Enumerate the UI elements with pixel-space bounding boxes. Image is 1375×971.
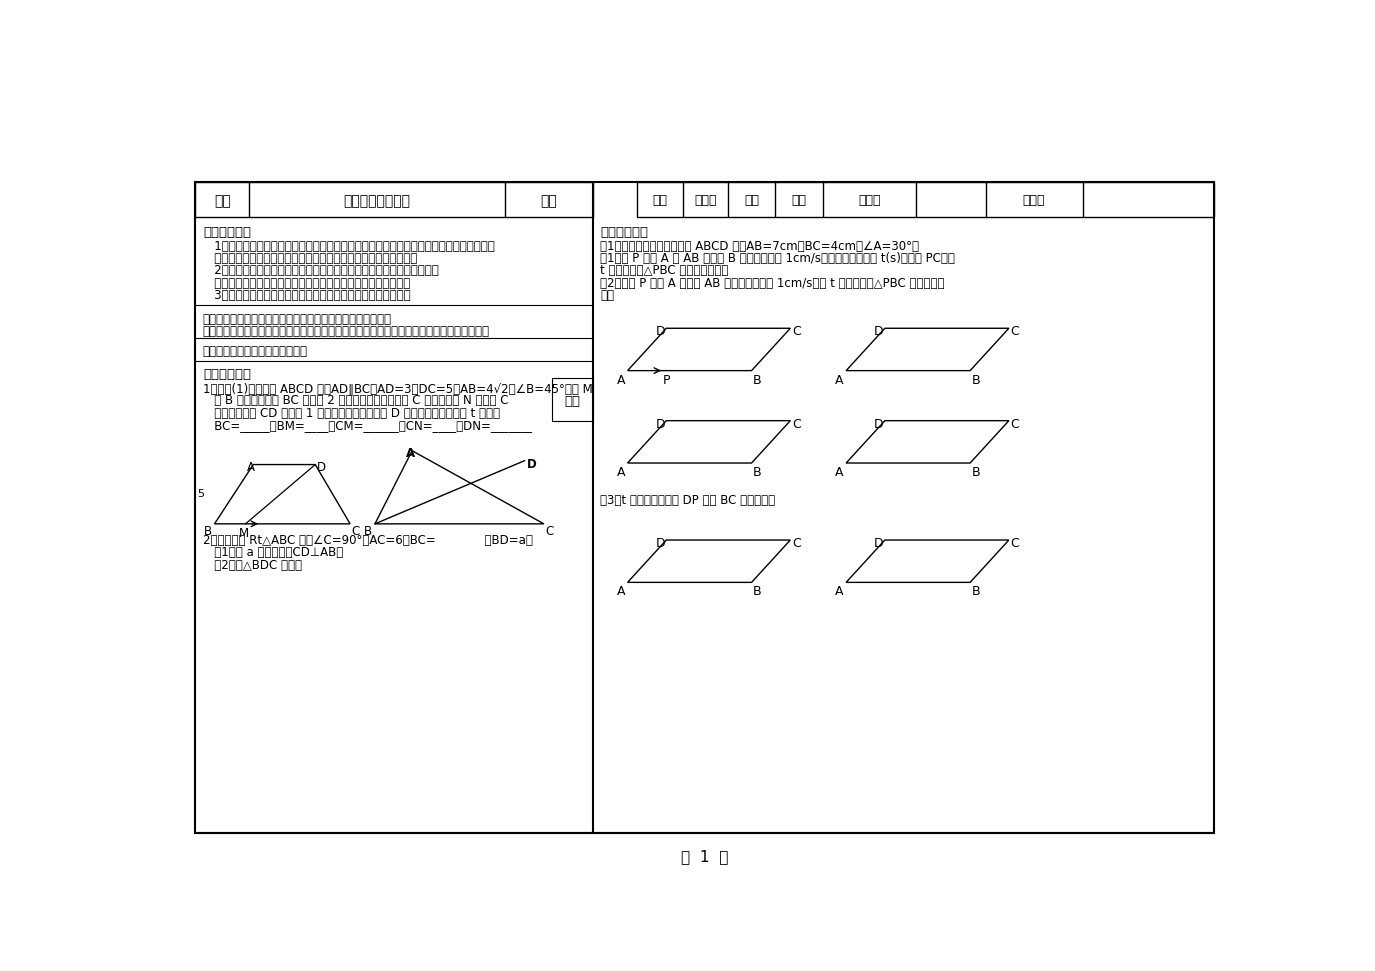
Text: B: B [754, 466, 762, 479]
Text: B: B [972, 586, 980, 598]
Text: P: P [663, 375, 670, 387]
Text: 时间: 时间 [540, 194, 557, 208]
Text: 【教学方法】自主剖析、合作交流: 【教学方法】自主剖析、合作交流 [204, 346, 308, 358]
Text: 课题: 课题 [214, 194, 231, 208]
Text: D: D [874, 325, 884, 338]
Text: 【典型例题】: 【典型例题】 [601, 226, 649, 239]
Text: D: D [656, 418, 666, 430]
Text: C: C [546, 525, 554, 538]
Text: B: B [754, 374, 762, 386]
Text: 涉及到平行线、相似三角形性质、三角函数，方程及函数知识等。: 涉及到平行线、相似三角形性质、三角函数，方程及函数知识等。 [204, 252, 417, 265]
Text: 从 B 点出发沿线段 BC 以每秒 2 个单位长度速度向终点 C 运动；动点 N 同时从 C: 从 B 点出发沿线段 BC 以每秒 2 个单位长度速度向终点 C 运动；动点 N… [204, 394, 509, 408]
Text: B: B [972, 466, 980, 479]
Text: D: D [656, 325, 666, 338]
Text: （2）若点 P 从点 A 沿射线 AB 运动，速度仍是 1cm/s。当 t 为何值时，△PBC 为等腰三角: （2）若点 P 从点 A 沿射线 AB 运动，速度仍是 1cm/s。当 t 为何… [601, 277, 945, 289]
Text: 例1：如图：已知平行四边形 ABCD 中，AB=7cm，BC=4cm，∠A=30°。: 例1：如图：已知平行四边形 ABCD 中，AB=7cm，BC=4cm，∠A=30… [601, 240, 920, 252]
Text: A: A [248, 460, 254, 474]
Text: 随笔: 随笔 [565, 394, 580, 408]
Text: C: C [1011, 418, 1019, 430]
Text: D: D [656, 537, 666, 550]
Text: A: A [617, 466, 626, 479]
Text: （1）点 P 从点 A 沿 AB 边向点 B 运动，速度为 1cm/s。若设运动时间为 t(s)，连接 PC，当: （1）点 P 从点 A 沿 AB 边向点 B 运动，速度为 1cm/s。若设运动… [601, 252, 956, 265]
Text: C: C [1011, 325, 1019, 338]
Text: B: B [754, 586, 762, 598]
Text: M: M [239, 527, 249, 540]
Text: 【教学重点】确定运动变化过程中数量关系、图形位置关系。: 【教学重点】确定运动变化过程中数量关系、图形位置关系。 [204, 313, 392, 326]
Text: C: C [792, 418, 800, 430]
Text: 年级: 年级 [653, 194, 668, 208]
Text: C: C [792, 325, 800, 338]
Text: D: D [874, 418, 884, 430]
Text: 点出发沿线段 CD 以每秒 1 个单位长度速度向终点 D 运动，设运动时间为 t 秒，则: 点出发沿线段 CD 以每秒 1 个单位长度速度向终点 D 运动，设运动时间为 t… [204, 407, 500, 419]
Text: D: D [527, 458, 536, 471]
Text: C: C [352, 525, 360, 538]
Text: 5: 5 [197, 489, 203, 499]
Text: 编写人: 编写人 [858, 194, 880, 208]
Text: （3）t 为何值时，线段 DP 经过 BC 三等分点？: （3）t 为何值时，线段 DP 经过 BC 三等分点？ [601, 494, 775, 507]
Text: BC=_____，BM=____，CM=______，CN=____，DN=_______: BC=_____，BM=____，CM=______，CN=____，DN=__… [204, 419, 532, 432]
Text: A: A [406, 447, 415, 460]
Text: C: C [1011, 537, 1019, 550]
Text: A: A [617, 586, 626, 598]
Text: 动点问题复习专题: 动点问题复习专题 [344, 194, 411, 208]
Text: 数学: 数学 [792, 194, 806, 208]
Text: 2、如图，在 Rt△ABC 中，∠C=90°，AC=6，BC=             ，BD=a，: 2、如图，在 Rt△ABC 中，∠C=90°，AC=6，BC= ，BD=a， [204, 534, 532, 547]
Text: 九年级: 九年级 [694, 194, 718, 208]
Text: A: A [835, 466, 844, 479]
Text: （2）求△BDC 面积。: （2）求△BDC 面积。 [204, 558, 302, 572]
Text: B: B [204, 525, 212, 538]
Text: A: A [617, 374, 626, 386]
Text: A: A [835, 586, 844, 598]
Text: B: B [972, 374, 980, 386]
Text: （1）当 a 为何值时，CD⊥AB？: （1）当 a 为何值时，CD⊥AB？ [204, 546, 344, 559]
Text: B: B [364, 525, 373, 538]
Text: 【教学难点】运用化动为静、分类讨论、数形结合、方程与函数建模数学思想解决动点问题。: 【教学难点】运用化动为静、分类讨论、数形结合、方程与函数建模数学思想解决动点问题… [204, 325, 490, 338]
Text: 1、知识目标：能够对点在运动变化过程中伴随数量关系、图形位置关系等进行观察研究。: 1、知识目标：能够对点在运动变化过程中伴随数量关系、图形位置关系等进行观察研究。 [204, 240, 495, 252]
Text: D: D [316, 460, 326, 474]
Text: 【教学目标】: 【教学目标】 [204, 226, 250, 239]
Text: 学科: 学科 [744, 194, 759, 208]
Text: 形？: 形？ [601, 289, 615, 302]
Text: t 为何值时，△PBC 为等腰三角形？: t 为何值时，△PBC 为等腰三角形？ [601, 264, 729, 278]
Text: 3、情感目标：培养浓厚学习兴趣，养成与他人合作交流习惯。: 3、情感目标：培养浓厚学习兴趣，养成与他人合作交流习惯。 [204, 289, 411, 302]
Text: C: C [792, 537, 800, 550]
Text: 第  1  页: 第 1 页 [681, 850, 727, 864]
Text: 1、如图(1)，在梯形 ABCD 中，AD∥BC，AD=3，DC=5，AB=4√2，∠B=45°动点 M: 1、如图(1)，在梯形 ABCD 中，AD∥BC，AD=3，DC=5，AB=4√… [204, 383, 593, 395]
Text: 【自主复习】: 【自主复习】 [204, 368, 250, 382]
Text: 2、能力目标：进一步发展学生剖析性学习、数形结合能力，培养学生分: 2、能力目标：进一步发展学生剖析性学习、数形结合能力，培养学生分 [204, 264, 439, 278]
Text: A: A [835, 374, 844, 386]
Text: 审批人: 审批人 [1023, 194, 1045, 208]
Text: 类讨论及建模等数学思想。提高学生对数学知识综合应用能力。: 类讨论及建模等数学思想。提高学生对数学知识综合应用能力。 [204, 277, 410, 289]
Text: D: D [874, 537, 884, 550]
